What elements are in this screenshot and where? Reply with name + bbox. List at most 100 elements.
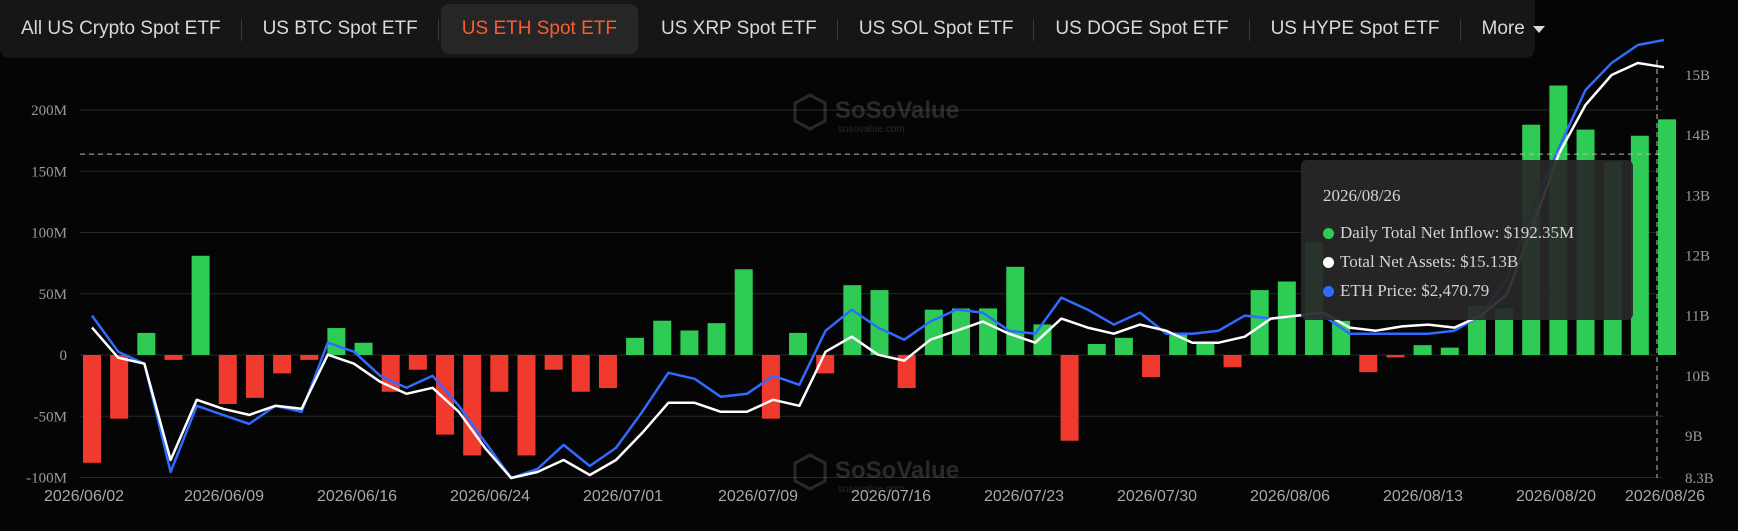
inflow-bar: [544, 355, 563, 370]
y-right-tick-label: 15B: [1685, 68, 1710, 84]
tab-us-xrp-spot-etf[interactable]: US XRP Spot ETF: [640, 4, 838, 54]
tooltip-assets: Total Net Assets: $15.13B: [1340, 252, 1519, 271]
tooltip-row-inflow: Daily Total Net Inflow: $192.35M: [1323, 223, 1574, 243]
watermark-subtext: sosovalue.com: [838, 124, 905, 135]
x-tick-label: 2026/06/24: [450, 488, 530, 505]
etf-tab-bar: All US Crypto Spot ETF US BTC Spot ETF U…: [0, 0, 1545, 58]
y-right-tick-label: 13B: [1685, 188, 1710, 204]
x-tick-label: 2026/08/13: [1383, 488, 1463, 505]
tab-all-us-crypto-spot-etf[interactable]: All US Crypto Spot ETF: [0, 4, 242, 54]
tab-us-eth-spot-etf[interactable]: US ETH Spot ETF: [440, 4, 638, 54]
inflow-bar: [870, 290, 889, 355]
inflow-bar: [1359, 355, 1378, 373]
y-left-tick-label: 0: [60, 348, 68, 364]
inflow-bar: [843, 285, 862, 355]
y-right-tick-label: 12B: [1685, 248, 1710, 264]
inflow-bar: [1250, 290, 1269, 355]
watermark-text: SoSoValue: [835, 97, 959, 124]
inflow-bar: [1332, 320, 1351, 355]
tooltip-row-assets: Total Net Assets: $15.13B: [1323, 252, 1518, 272]
y-left-tick-label: -100M: [26, 471, 67, 487]
inflow-bar: [490, 355, 509, 392]
x-tick-label: 2026/07/30: [1117, 488, 1197, 505]
net-assets-line: [91, 61, 1665, 480]
inflow-bar: [1114, 337, 1133, 355]
tooltip-price: ETH Price: $2,470.79: [1340, 281, 1490, 300]
x-tick-label: 2026/08/06: [1250, 488, 1330, 505]
y-left-tick-label: -50M: [34, 409, 67, 425]
x-tick-label: 2026/06/02: [44, 488, 124, 505]
caret-down-icon: [1532, 25, 1545, 33]
tab-us-hype-spot-etf[interactable]: US HYPE Spot ETF: [1250, 4, 1461, 54]
inflow-bar: [164, 355, 183, 360]
inflow-bar: [1386, 355, 1405, 358]
x-tick-label: 2026/08/20: [1516, 488, 1596, 505]
y-right-tick-label: 8.3B: [1685, 471, 1714, 487]
inflow-bar: [1495, 308, 1514, 355]
watermark-logo-icon: [793, 93, 827, 131]
inflow-bar: [83, 355, 101, 463]
inflow-bar: [191, 255, 210, 355]
green-dot-icon: [1323, 227, 1334, 239]
inflow-bar: [1006, 266, 1025, 355]
inflow-bar: [1630, 135, 1649, 355]
x-tick-label: 2026/06/16: [317, 488, 397, 505]
watermark-text: SoSoValue: [835, 457, 959, 484]
watermark-subtext: sosovalue.com: [838, 484, 905, 495]
white-dot-icon: [1323, 256, 1334, 268]
y-left-tick-label: 150M: [31, 164, 67, 180]
y-left-tick-label: 200M: [31, 103, 67, 119]
inflow-bar: [598, 355, 617, 389]
inflow-bar: [951, 308, 970, 355]
inflow-bar: [626, 337, 645, 355]
x-tick-label: 2026/07/23: [984, 488, 1064, 505]
watermark-logo-icon: [793, 453, 827, 491]
y-right-tick-label: 9B: [1685, 429, 1703, 445]
inflow-bar: [408, 355, 427, 370]
inflow-bar: [1223, 355, 1242, 368]
y-right-tick-label: 10B: [1685, 369, 1710, 385]
inflow-bar: [761, 355, 780, 419]
inflow-bar: [1060, 355, 1079, 441]
inflow-bar: [137, 332, 156, 355]
x-tick-label: 2026/07/16: [851, 488, 931, 505]
tab-us-btc-spot-etf[interactable]: US BTC Spot ETF: [242, 4, 439, 54]
more-label: More: [1481, 18, 1525, 39]
inflow-bar: [680, 330, 699, 355]
x-tick-label: 2026/07/09: [718, 488, 798, 505]
inflow-bar: [245, 355, 264, 398]
inflow-bar: [517, 355, 536, 456]
y-left-tick-label: 100M: [31, 226, 67, 242]
more-menu-button[interactable]: More: [1461, 4, 1566, 54]
x-tick-label: 2026/06/09: [184, 488, 264, 505]
y-left-tick-label: 50M: [39, 287, 67, 303]
inflow-bar: [1087, 343, 1106, 355]
eth-price-line: [90, 38, 1665, 480]
inflow-bar: [1196, 343, 1215, 355]
inflow-bar: [218, 355, 237, 404]
inflow-bar: [789, 332, 808, 355]
inflow-bar: [571, 355, 590, 392]
inflow-bar: [300, 355, 319, 360]
inflow-bar: [734, 269, 753, 355]
inflow-bar: [653, 320, 672, 355]
tooltip-inflow: Daily Total Net Inflow: $192.35M: [1340, 223, 1575, 242]
blue-dot-icon: [1323, 285, 1334, 297]
data-tooltip: 2026/08/26 Daily Total Net Inflow: $192.…: [1301, 160, 1633, 320]
y-right-tick-label: 11B: [1685, 309, 1709, 325]
inflow-bar: [1142, 355, 1161, 378]
tab-us-sol-spot-etf[interactable]: US SOL Spot ETF: [838, 4, 1035, 54]
inflow-bar: [436, 355, 455, 435]
inflow-bar: [354, 342, 373, 355]
tab-us-doge-spot-etf[interactable]: US DOGE Spot ETF: [1034, 4, 1250, 54]
x-tick-label: 2026/07/01: [583, 488, 663, 505]
y-right-tick-label: 14B: [1685, 128, 1710, 144]
inflow-bar: [897, 355, 916, 389]
inflow-bar: [707, 323, 726, 355]
tooltip-date: 2026/08/26: [1323, 186, 1401, 205]
inflow-bar: [273, 355, 292, 374]
inflow-bar: [1413, 345, 1432, 355]
inflow-bar: [1440, 347, 1459, 355]
